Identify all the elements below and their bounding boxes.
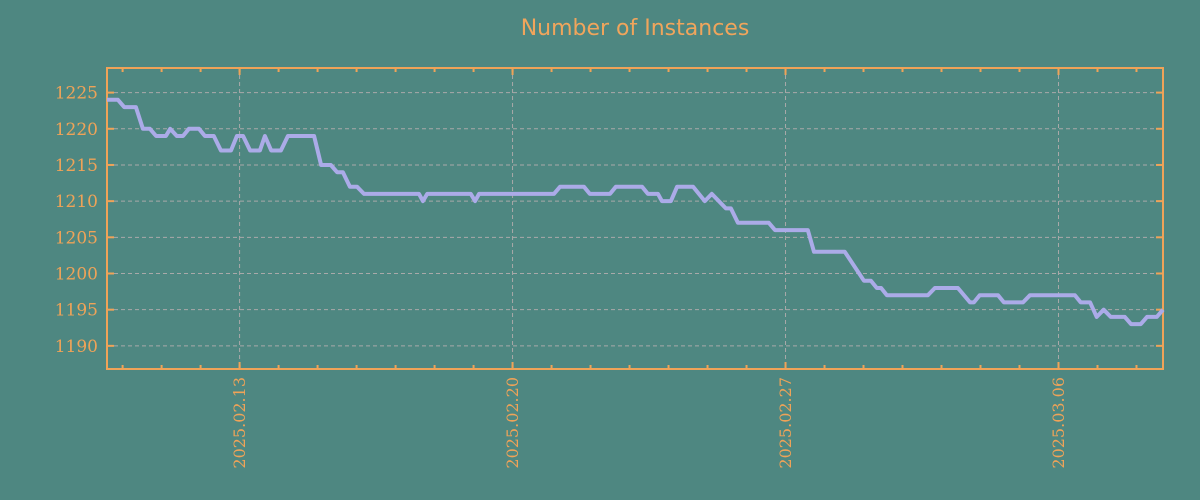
x-tick-label: 2025.02.20 <box>503 377 522 469</box>
plot-border <box>106 67 1164 370</box>
y-tick-label: 1195 <box>55 301 98 321</box>
y-tick-label: 1200 <box>55 264 98 284</box>
x-tick-label: 2025.03.06 <box>1049 377 1068 469</box>
y-tick-label: 1210 <box>55 192 98 212</box>
y-tick-label: 1190 <box>55 337 98 357</box>
y-tick-label: 1205 <box>55 228 98 248</box>
x-tick-label: 2025.02.13 <box>230 377 249 469</box>
series-line-instances <box>107 97 1165 327</box>
x-tick-label: 2025.02.27 <box>776 377 795 469</box>
y-tick-label: 1215 <box>55 156 98 176</box>
chart-title: Number of Instances <box>520 16 750 41</box>
y-tick-label: 1220 <box>55 120 98 140</box>
y-tick-label: 1225 <box>55 84 98 104</box>
